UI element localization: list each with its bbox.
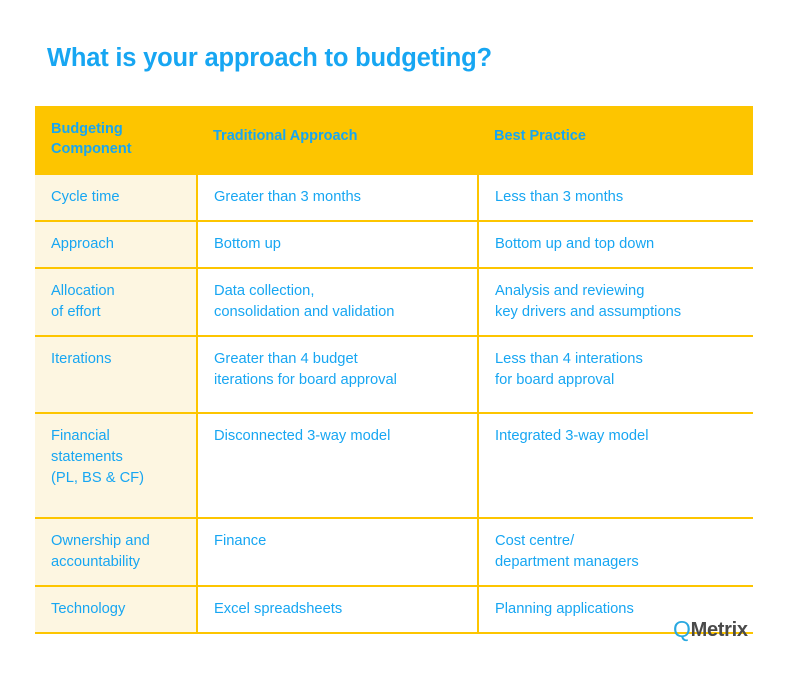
- cell-best-practice: Less than 3 months: [478, 175, 753, 222]
- column-header-best-practice: Best Practice: [478, 106, 753, 176]
- cell-line: of effort: [51, 303, 101, 320]
- cell-best-practice: Analysis and reviewing key drivers and a…: [478, 267, 753, 337]
- column-header-line: Component: [51, 140, 132, 157]
- table-row: Allocation of effort Data collection, co…: [35, 267, 753, 337]
- cell-line: Bottom up and top down: [495, 236, 655, 252]
- cell-best-practice: Integrated 3-way model: [478, 413, 753, 519]
- cell-component: Ownership and accountability: [35, 518, 198, 587]
- table-header-row: Budgeting Component Traditional Approach…: [35, 106, 753, 176]
- cell-line: for board approval: [495, 371, 615, 388]
- cell-line: Ownership and: [51, 533, 150, 549]
- table-row: Iterations Greater than 4 budget iterati…: [35, 335, 753, 415]
- cell-line: Finance: [214, 533, 267, 549]
- cell-line: Data collection,: [214, 282, 315, 299]
- cell-line: Disconnected 3-way model: [214, 428, 391, 445]
- cell-line: iterations for board approval: [214, 371, 397, 388]
- table-header: Budgeting Component Traditional Approach…: [35, 106, 753, 176]
- table-row: Ownership and accountability Finance Cos…: [35, 518, 753, 587]
- cell-line: Cost centre/: [495, 533, 575, 549]
- column-header-line: Budgeting: [51, 121, 123, 137]
- cell-line: Greater than 3 months: [214, 189, 361, 206]
- cell-traditional: Greater than 3 months: [197, 175, 479, 222]
- cell-line: Cycle time: [51, 189, 120, 206]
- cell-component: Technology: [35, 585, 198, 634]
- cell-line: Bottom up: [214, 236, 281, 252]
- logo-wordmark: Metrix: [690, 618, 748, 641]
- cell-traditional: Disconnected 3-way model: [197, 413, 479, 519]
- cell-component: Iterations: [35, 335, 198, 415]
- cell-component: Cycle time: [35, 175, 198, 222]
- cell-line: accountability: [51, 553, 140, 570]
- cell-line: Integrated 3-way model: [495, 428, 649, 445]
- cell-line: department managers: [495, 553, 639, 570]
- cell-line: Financial: [51, 428, 110, 445]
- cell-line: key drivers and assumptions: [495, 303, 682, 320]
- cell-line: Greater than 4 budget: [214, 350, 358, 367]
- column-header-traditional-approach: Traditional Approach: [197, 106, 478, 176]
- qmetrix-logo: Q Metrix: [673, 618, 748, 641]
- cell-line: Less than 4 interations: [495, 350, 643, 367]
- cell-best-practice: Less than 4 interations for board approv…: [478, 335, 753, 415]
- cell-traditional: Bottom up: [197, 221, 479, 269]
- table-row: Approach Bottom up Bottom up and top dow…: [35, 221, 753, 269]
- cell-traditional: Greater than 4 budget iterations for boa…: [197, 335, 479, 415]
- cell-line: Iterations: [51, 350, 112, 367]
- table-row: Cycle time Greater than 3 months Less th…: [35, 175, 753, 222]
- cell-line: consolidation and validation: [214, 303, 395, 320]
- cell-line: statements: [51, 449, 123, 466]
- table-body: Cycle time Greater than 3 months Less th…: [35, 175, 753, 634]
- cell-best-practice: Planning applications: [478, 585, 753, 634]
- budgeting-comparison-table: Budgeting Component Traditional Approach…: [35, 106, 753, 634]
- cell-component: Financial statements (PL, BS & CF): [35, 413, 198, 519]
- cell-line: Less than 3 months: [495, 189, 624, 206]
- table-row: Financial statements (PL, BS & CF) Disco…: [35, 413, 753, 519]
- cell-traditional: Finance: [197, 518, 479, 587]
- cell-best-practice: Bottom up and top down: [478, 221, 753, 269]
- cell-traditional: Data collection, consolidation and valid…: [197, 267, 479, 337]
- cell-line: Excel spreadsheets: [214, 600, 343, 617]
- cell-line: Allocation: [51, 282, 115, 299]
- column-header-budgeting-component: Budgeting Component: [35, 106, 197, 176]
- cell-line: Technology: [51, 600, 126, 617]
- cell-best-practice: Cost centre/ department managers: [478, 518, 753, 587]
- page-title: What is your approach to budgeting?: [47, 44, 492, 72]
- cell-line: Analysis and reviewing: [495, 282, 645, 299]
- cell-line: Approach: [51, 236, 114, 252]
- cell-component: Approach: [35, 221, 198, 269]
- cell-traditional: Excel spreadsheets: [197, 585, 479, 634]
- table-row: Technology Excel spreadsheets Planning a…: [35, 585, 753, 634]
- cell-line: Planning applications: [495, 600, 634, 617]
- logo-q-mark: Q: [673, 616, 691, 642]
- cell-line: (PL, BS & CF): [51, 470, 145, 487]
- cell-component: Allocation of effort: [35, 267, 198, 337]
